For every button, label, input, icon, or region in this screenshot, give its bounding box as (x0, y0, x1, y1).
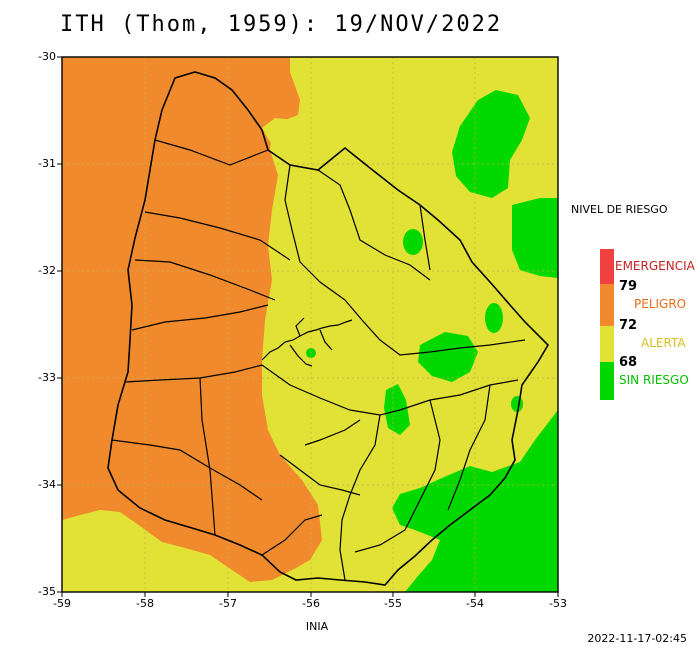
legend-swatch-sin-riesgo (600, 362, 614, 400)
plot-frame (61, 56, 559, 593)
legend-swatch-emergencia (600, 249, 614, 284)
x-tick-label: -57 (219, 597, 237, 610)
tick-marks (57, 56, 559, 597)
legend-label-sin-riesgo: SIN RIESGO (619, 373, 689, 387)
sin-riesgo-spot-3 (384, 384, 410, 435)
legend-swatch-alerta (600, 326, 614, 362)
y-tick-label: -32 (38, 264, 56, 277)
sin-riesgo-central (418, 332, 478, 382)
legend-label-peligro: PELIGRO (634, 297, 687, 311)
y-tick-label: -34 (38, 478, 56, 491)
map-title: ITH (Thom, 1959): 19/NOV/2022 (60, 12, 503, 37)
y-tick-label: -33 (38, 371, 56, 384)
alerta-region-north-bulge (262, 118, 300, 142)
x-tick-label: -58 (136, 597, 154, 610)
sin-riesgo-spot-1 (403, 229, 423, 255)
alerta-region-southwest (62, 514, 196, 592)
sin-riesgo-east (512, 198, 558, 278)
sin-riesgo-northeast (452, 90, 530, 198)
y-tick-label: -31 (38, 157, 56, 170)
sin-riesgo-spot-2 (485, 303, 503, 333)
x-tick-label: -59 (53, 597, 71, 610)
reservoir (261, 317, 353, 367)
legend-title: NIVEL DE RIESGO (571, 203, 668, 216)
x-axis-label: INIA (305, 620, 329, 633)
legend-threshold: 68 (619, 355, 638, 370)
timestamp: 2022-11-17-02:45 (587, 632, 687, 645)
country-border (107, 71, 550, 586)
y-tick-label: -35 (38, 585, 56, 598)
y-tick-label: -30 (38, 50, 56, 63)
legend-label-alerta: ALERTA (641, 336, 686, 350)
grid-lines (62, 57, 558, 592)
legend-label-emergencia: EMERGENCIA (615, 259, 695, 273)
legend-threshold: 79 (619, 279, 638, 294)
x-tick-label: -54 (466, 597, 484, 610)
x-tick-label: -53 (549, 597, 567, 610)
legend-swatch-peligro (600, 284, 614, 326)
legend-threshold: 72 (619, 318, 638, 333)
department-borders (111, 139, 526, 581)
sin-riesgo-southeast (392, 410, 558, 592)
x-tick-label: -55 (384, 597, 402, 610)
sin-riesgo-spot-4 (511, 396, 523, 412)
x-tick-label: -56 (302, 597, 320, 610)
